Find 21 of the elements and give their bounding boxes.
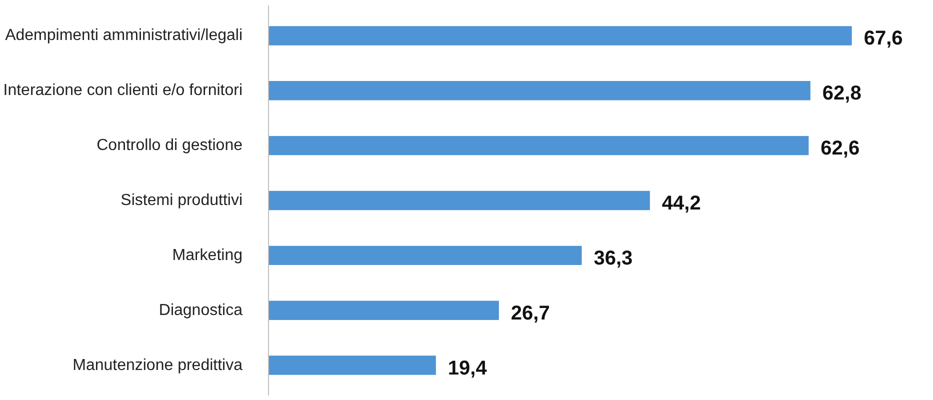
y-tick-label: Manutenzione predittiva bbox=[72, 356, 243, 374]
y-tick-label: Diagnostica bbox=[158, 302, 243, 319]
y-tick-label: Controllo di gestione bbox=[96, 137, 243, 154]
data-label: 62,8 bbox=[822, 82, 862, 105]
bar bbox=[268, 81, 810, 100]
bar bbox=[268, 136, 809, 156]
data-label: 62,6 bbox=[820, 138, 860, 160]
bar bbox=[268, 190, 650, 210]
y-tick-label: Marketing bbox=[172, 246, 242, 264]
data-label: 44,2 bbox=[662, 192, 701, 214]
data-label: 26,7 bbox=[510, 302, 550, 324]
y-tick-label: Sistemi produttivi bbox=[120, 192, 243, 209]
bar bbox=[268, 26, 852, 46]
data-label: 67,6 bbox=[864, 28, 903, 50]
y-tick-label: Adempimenti amministrativi/legali bbox=[5, 27, 243, 44]
y-tick-label: Interazione con clienti e/o fornitori bbox=[3, 82, 243, 100]
bar bbox=[268, 300, 499, 320]
bar bbox=[268, 246, 582, 266]
data-label: 19,4 bbox=[448, 357, 488, 380]
bar bbox=[268, 356, 436, 375]
data-label: 36,3 bbox=[594, 247, 633, 270]
